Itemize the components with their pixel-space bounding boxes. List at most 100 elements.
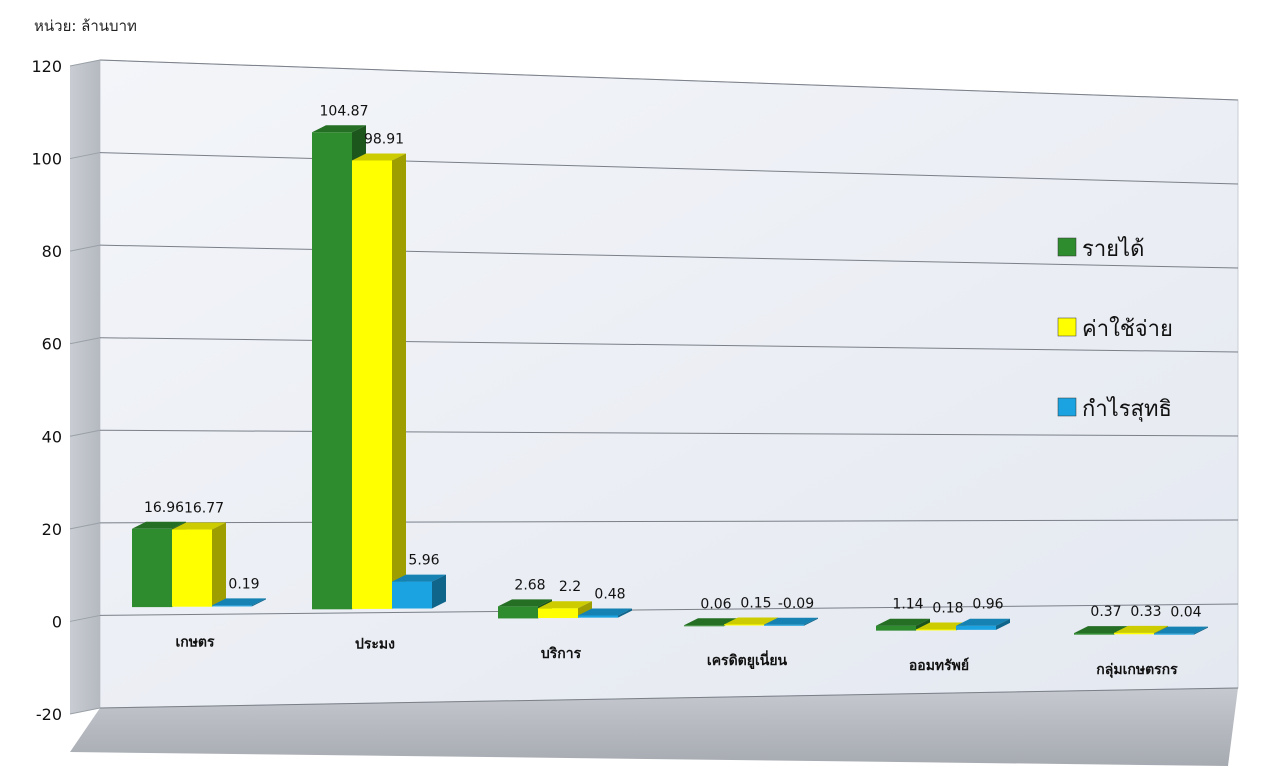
data-label: 2.2 [559, 579, 581, 595]
bar-top [876, 618, 930, 626]
data-label: 5.96 [408, 553, 439, 569]
data-label: 104.87 [320, 103, 369, 119]
bar [578, 608, 632, 618]
gridline [99, 152, 1239, 185]
bar-top [684, 618, 738, 626]
bar-front [1114, 632, 1154, 635]
gridline [99, 603, 1239, 616]
bar-front [538, 608, 578, 619]
bar-front [956, 625, 996, 630]
y-tick-label: 20 [42, 520, 62, 539]
gridline-side [69, 244, 101, 252]
bar [1154, 626, 1208, 635]
bar-top [392, 574, 446, 582]
bar-front [876, 625, 916, 631]
bar-front [392, 581, 432, 609]
data-label: 0.18 [932, 600, 963, 616]
category-label: ประมง [355, 637, 395, 653]
bar-front [916, 629, 956, 631]
bar [392, 574, 446, 609]
bar-front [1074, 633, 1114, 635]
bar-top [1074, 626, 1128, 634]
floor [70, 688, 1238, 766]
legend-label: กำไรสุทธิ [1082, 396, 1172, 422]
bar-top [352, 153, 406, 161]
y-tick-label: 60 [42, 335, 62, 354]
bar-top [498, 599, 552, 607]
gridline [99, 337, 1239, 353]
bar-side [618, 608, 632, 618]
y-tick-label: 0 [52, 612, 62, 631]
bar-top [312, 125, 366, 133]
y-tick-label: 80 [42, 242, 62, 261]
bar-side [916, 618, 930, 631]
data-label: 0.37 [1090, 604, 1121, 620]
gridline-side [69, 707, 101, 715]
data-label: 0.33 [1130, 604, 1161, 620]
gridline-side [69, 522, 101, 530]
y-tick-label: -20 [36, 705, 62, 724]
side-wall [70, 60, 100, 714]
bars-layer: 16.96 16.77 0.19 104.87 98.91 5.96 2.68 2.2 0.48… [132, 103, 1208, 635]
data-label: 0.15 [740, 596, 771, 612]
data-label: 0.96 [972, 597, 1003, 613]
legend-swatch [1057, 397, 1077, 417]
category-label: บริการ [541, 646, 582, 662]
data-label: 1.14 [892, 597, 923, 613]
data-label: 16.77 [184, 501, 224, 517]
bar-front [132, 528, 172, 608]
bar-front [684, 625, 724, 627]
bar-top [132, 521, 186, 529]
y-tick-label: 120 [31, 57, 62, 76]
category-label: เครดิตยูเนี่ยน [707, 650, 788, 669]
legend: รายได้ค่าใช้จ่ายกำไรสุทธิ [1057, 236, 1173, 422]
gridline [99, 429, 1239, 437]
bar-side [432, 574, 446, 609]
gridline [99, 519, 1239, 524]
legend-label: ค่าใช้จ่าย [1082, 316, 1173, 342]
bar-side [996, 618, 1010, 630]
bar-front [1154, 633, 1194, 635]
gridline [99, 244, 1239, 269]
bar [212, 598, 266, 607]
bar-front [212, 605, 252, 607]
bar [876, 618, 930, 631]
data-label: -0.09 [778, 596, 814, 612]
data-label: 98.91 [364, 131, 404, 147]
bar-front [498, 606, 538, 619]
category-label: เกษตร [175, 634, 215, 650]
bar-front [352, 160, 392, 609]
bar-side [804, 617, 818, 626]
gridline-side [69, 152, 101, 160]
bar-top [578, 608, 632, 616]
bar-top [724, 617, 778, 625]
y-tick-label: 100 [31, 150, 62, 169]
unit-label: หน่วย: ล้านบาท [34, 17, 137, 35]
data-label: 2.68 [514, 577, 545, 593]
legend-swatch [1057, 237, 1077, 257]
bar-top [538, 601, 592, 609]
bar [352, 153, 406, 609]
bar-top [172, 522, 226, 530]
gridline-side [69, 429, 101, 437]
bar-front [312, 132, 352, 610]
bar-top [1114, 625, 1168, 633]
legend-swatch [1057, 317, 1077, 337]
bar-top [212, 598, 266, 606]
data-label: 16.96 [144, 500, 184, 516]
data-label: 0.48 [594, 586, 625, 602]
bar-side [1194, 626, 1208, 635]
bar [956, 618, 1010, 630]
bar-side [212, 522, 226, 607]
bar-top [764, 617, 818, 625]
category-label: ออมทรัพย์ [909, 657, 969, 674]
data-label: 0.04 [1170, 605, 1201, 621]
bar-front [764, 624, 804, 626]
gridline-side [69, 337, 101, 345]
gridline [99, 59, 1239, 101]
bar [764, 617, 818, 626]
gridline [99, 687, 1239, 709]
bar-side [252, 598, 266, 607]
